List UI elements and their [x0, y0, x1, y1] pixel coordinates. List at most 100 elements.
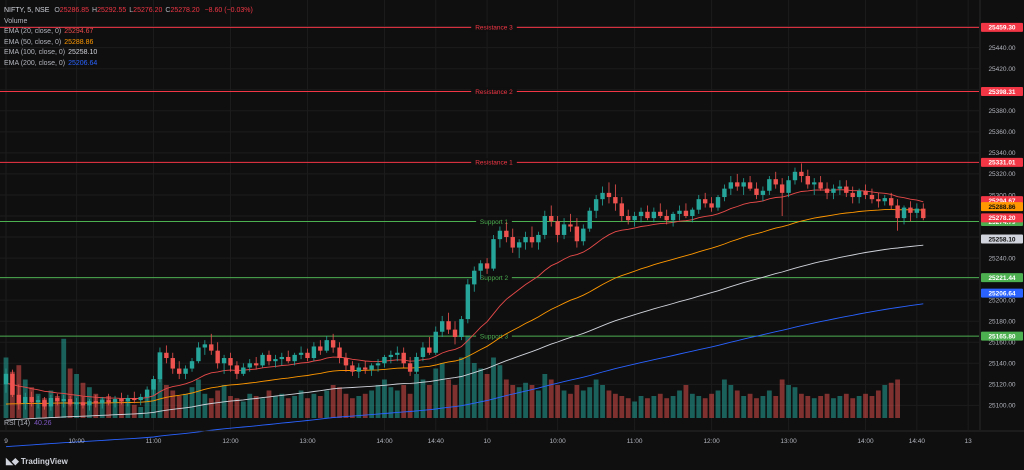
- time-tick-label: 14:00: [857, 438, 874, 445]
- price-tag: 25258.10: [988, 236, 1015, 243]
- rsi-label[interactable]: RSI (14) 40.26: [4, 420, 52, 427]
- volume-bar: [709, 393, 714, 418]
- candle-body: [600, 192, 605, 200]
- level-label: Support 2: [480, 275, 509, 282]
- level-price-tag-bg: [981, 273, 1023, 283]
- volume-bar: [779, 379, 785, 418]
- level-price-tag-bg: [981, 87, 1023, 97]
- volume-bar: [548, 379, 554, 418]
- volume-bar: [561, 390, 567, 418]
- volume-bar: [433, 368, 439, 418]
- candle-body: [722, 188, 727, 198]
- candle-body: [888, 198, 894, 206]
- level-label-bg: [471, 87, 517, 96]
- volume-bar: [183, 393, 189, 418]
- volume-bar: [356, 396, 362, 418]
- volume-bar: [189, 387, 195, 418]
- volume-bar: [497, 365, 503, 418]
- time-tick-label: 10:00: [68, 438, 85, 445]
- candle-body: [209, 344, 214, 351]
- legend-row[interactable]: EMA (50, close, 0) 25288.86: [4, 38, 253, 49]
- candlestick-chart[interactable]: Resistance 3 Resistance 2 Resistance 1 Supp…: [0, 0, 1024, 452]
- volume-bar: [394, 390, 400, 418]
- candle-body: [55, 398, 60, 402]
- price-tick-label: 25320.00: [988, 171, 1015, 178]
- volume-bar: [645, 398, 650, 418]
- candle-body: [561, 224, 567, 235]
- candle-body: [138, 396, 143, 401]
- volume-bar: [555, 385, 561, 418]
- ema-lines: [5, 189, 924, 448]
- legend-label: EMA (50, close, 0): [4, 38, 62, 46]
- candle-body: [343, 358, 349, 366]
- candle-body: [516, 242, 522, 248]
- legend-row[interactable]: Volume: [4, 17, 253, 28]
- time-tick-label: 13:00: [780, 438, 797, 445]
- legend-row[interactable]: EMA (20, close, 0) 25294.67: [4, 27, 253, 38]
- tradingview-wordmark: TradingView: [20, 457, 68, 466]
- volume-bar: [151, 379, 156, 418]
- price-tag: 25278.20: [988, 215, 1015, 222]
- volume-bar: [362, 393, 368, 418]
- candle-body: [638, 211, 644, 216]
- volume-bar: [388, 387, 394, 418]
- candle-body: [375, 363, 381, 366]
- tradingview-logo[interactable]: ◣◆ TradingView: [6, 456, 68, 467]
- volume-bar: [106, 396, 112, 418]
- volume-bar: [760, 396, 766, 418]
- price-tick-label: 25420.00: [988, 66, 1015, 73]
- volume-bar: [119, 398, 124, 418]
- candles: [3, 163, 926, 411]
- candle-body: [581, 228, 586, 242]
- candle-body: [613, 197, 618, 204]
- volume-bar: [625, 398, 631, 418]
- candle-body: [67, 399, 73, 405]
- candle-body: [529, 237, 535, 243]
- candle-body: [856, 190, 862, 198]
- candle-body: [465, 284, 471, 320]
- legend-row[interactable]: EMA (100, close, 0) 25258.10: [4, 48, 253, 59]
- level-price-tag: 25331.01: [988, 160, 1015, 167]
- volume-bar: [612, 393, 618, 418]
- candle-body: [253, 363, 259, 366]
- legend-label: EMA (100, close, 0): [4, 49, 66, 56]
- volume-bar: [196, 379, 201, 418]
- level-label-bg: [476, 332, 512, 341]
- price-tag: 25288.86: [988, 204, 1015, 211]
- legend-row[interactable]: EMA (200, close, 0) 25206.64: [4, 59, 253, 70]
- volume-bar: [831, 398, 836, 418]
- level-label-bg: [476, 217, 512, 226]
- legend-label: Volume: [4, 17, 28, 25]
- price-tag: 25206.64: [988, 290, 1015, 297]
- price-tick-label: 25340.00: [988, 150, 1015, 157]
- ema-200-line: [5, 303, 924, 448]
- volume-bar: [260, 398, 265, 418]
- candle-body: [831, 188, 836, 193]
- volume-bar: [54, 396, 60, 418]
- candle-body: [119, 399, 124, 402]
- candle-body: [895, 205, 900, 219]
- rsi-value: 40.26: [34, 420, 52, 427]
- candle-body: [29, 396, 34, 403]
- volume-bar: [689, 393, 695, 418]
- candle-body: [401, 352, 406, 364]
- candle-body: [382, 356, 387, 364]
- candle-body: [196, 347, 201, 362]
- time-tick-label: 10: [483, 438, 491, 445]
- volume-bar: [670, 396, 676, 418]
- candle-body: [388, 354, 394, 357]
- candle-body: [497, 230, 503, 240]
- volume-bar: [61, 338, 67, 418]
- volume-bar: [542, 374, 548, 418]
- candle-body: [286, 356, 291, 362]
- candle-body: [125, 398, 131, 402]
- volume-bar: [375, 385, 381, 418]
- price-tag-bg: [981, 288, 1023, 298]
- candle-body: [170, 358, 175, 369]
- volume-bar: [67, 368, 73, 418]
- candle-body: [626, 216, 631, 221]
- support-resistance-levels: Resistance 3 Resistance 2 Resistance 1 Supp…: [0, 23, 979, 340]
- volume-bar: [580, 390, 586, 418]
- volume-bar: [895, 379, 901, 418]
- candle-body: [176, 368, 182, 374]
